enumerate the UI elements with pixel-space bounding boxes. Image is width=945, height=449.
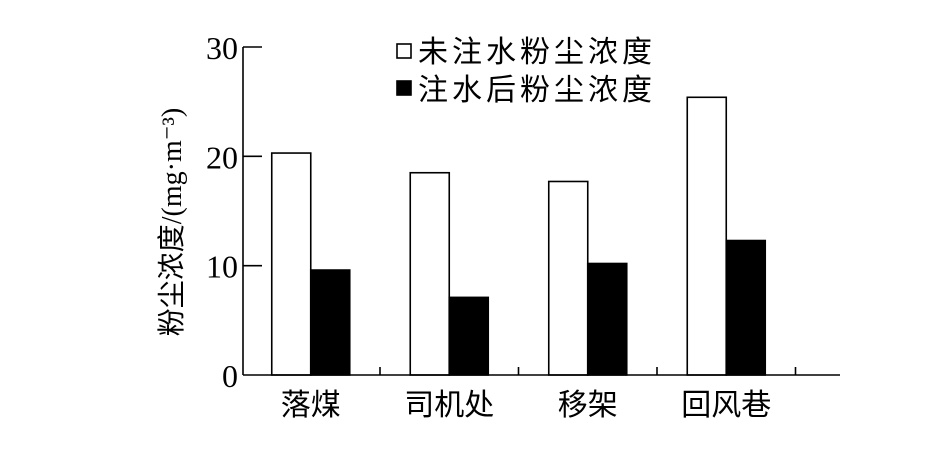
bar-before-water-injection-2 [547,180,589,376]
y-tick-label: 10 [206,249,238,285]
y-tick-label: 20 [206,139,238,175]
bar-before-water-injection-0 [270,152,312,376]
bars [270,96,767,376]
y-tick-label: 30 [206,30,238,66]
legend-swatch-after-water-injection [396,80,412,96]
y-axis-label: 粉尘浓度/(mg·m⁻³) [156,108,188,337]
bar-after-water-injection-2 [586,262,628,376]
bar-after-water-injection-3 [725,239,767,376]
y-tick-label: 0 [222,358,238,394]
legend: 未注水粉尘浓度 注水后粉尘浓度 [396,36,656,107]
axes: 落煤 司机处 移架 回风巷 0 10 20 30 [206,30,840,422]
bar-before-water-injection-1 [409,171,451,376]
x-tick-label: 司机处 [404,389,494,422]
bar-after-water-injection-1 [448,296,490,376]
x-tick-label: 回风巷 [681,389,771,422]
x-tick-label: 落煤 [281,389,341,422]
bar-after-water-injection-0 [309,269,351,376]
legend-label-after-water-injection: 注水后粉尘浓度 [418,74,656,107]
legend-label-before-water-injection: 未注水粉尘浓度 [418,36,656,69]
x-tick-label: 移架 [558,389,618,422]
bar-before-water-injection-3 [686,96,728,376]
legend-swatch-before-water-injection [396,43,412,59]
